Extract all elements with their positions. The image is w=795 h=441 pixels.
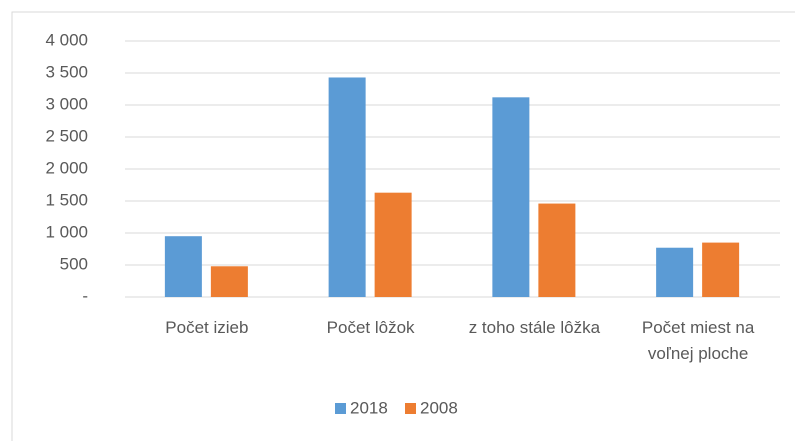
x-tick-label: Počet izieb [165,318,249,337]
bar [538,203,576,297]
bar [210,266,248,297]
y-tick-label: - [82,286,88,305]
y-tick-label: 1 500 [45,190,88,209]
y-tick-label: 500 [60,254,88,273]
x-tick-label: Počet lôžok [326,318,415,337]
y-tick-label: 4 000 [45,30,88,49]
legend-swatch [405,403,416,414]
legend-label: 2018 [350,398,388,417]
legend-swatch [335,403,346,414]
y-tick-label: 3 000 [45,94,88,113]
bar [164,236,202,297]
y-tick-label: 1 000 [45,222,88,241]
bar [702,242,740,297]
bar [328,77,366,297]
y-tick-label: 2 000 [45,158,88,177]
y-tick-label: 3 500 [45,62,88,81]
bar [374,192,412,297]
chart-frame [11,11,795,441]
x-tick-label: Počet miest na voľnej ploche [641,318,755,363]
bar [656,247,694,297]
bar [492,97,530,297]
x-tick-label: z toho stále lôžka [468,318,601,337]
y-tick-label: 2 500 [45,126,88,145]
legend-label: 2008 [420,398,458,417]
